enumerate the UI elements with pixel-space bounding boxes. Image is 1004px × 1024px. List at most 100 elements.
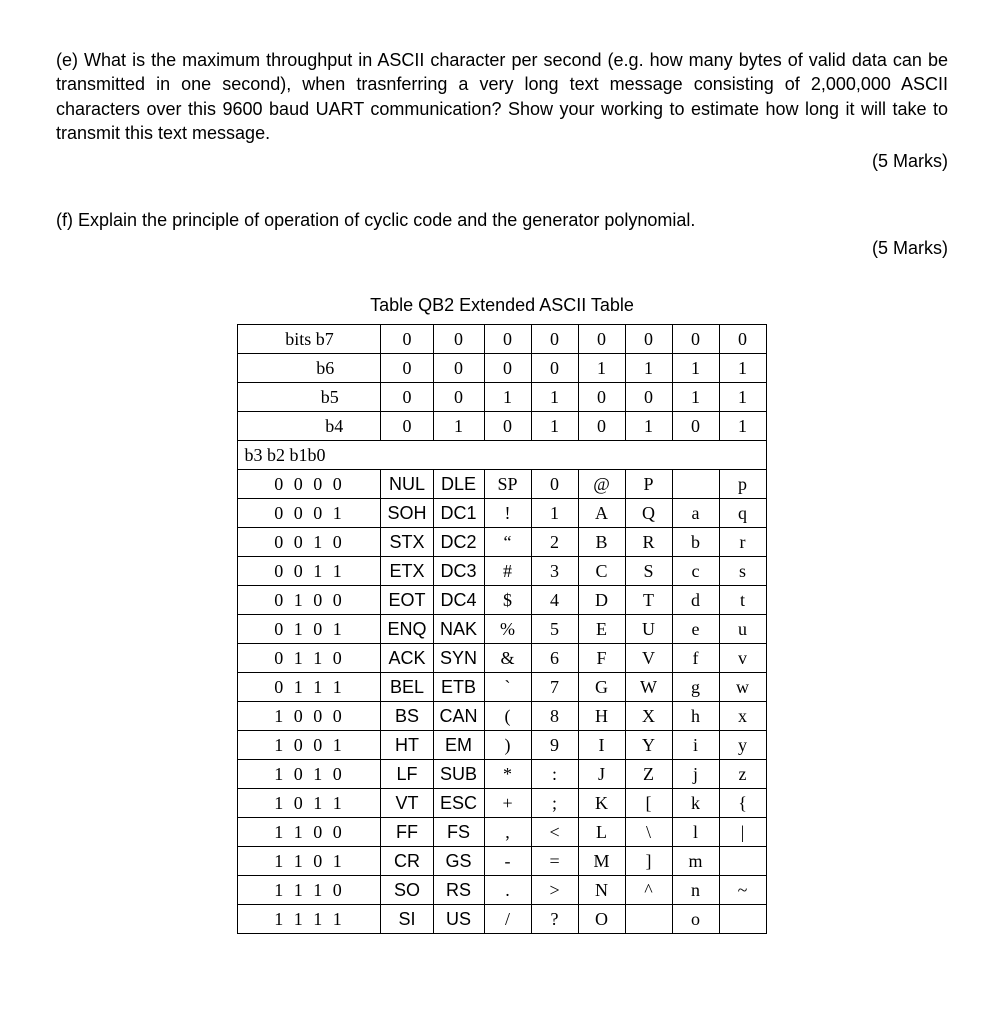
data-cell: + <box>484 789 531 818</box>
bits-cell: 0 0 1 0 <box>238 528 381 557</box>
table-row: 1 0 0 1HTEM)9IYiy <box>238 731 766 760</box>
data-cell: H <box>578 702 625 731</box>
bits-cell: 1 1 1 0 <box>238 876 381 905</box>
data-cell: j <box>672 760 719 789</box>
data-cell: VT <box>381 789 433 818</box>
data-cell: 3 <box>531 557 578 586</box>
data-cell: ; <box>531 789 578 818</box>
data-cell: T <box>625 586 672 615</box>
data-cell: k <box>672 789 719 818</box>
header-cell: 0 <box>381 412 433 441</box>
header-cell: 1 <box>719 412 766 441</box>
data-cell <box>672 470 719 499</box>
data-cell: 5 <box>531 615 578 644</box>
bits-cell: 1 1 0 0 <box>238 818 381 847</box>
data-cell: EM <box>433 731 484 760</box>
data-cell: u <box>719 615 766 644</box>
data-cell: 7 <box>531 673 578 702</box>
header-cell: 0 <box>531 354 578 383</box>
data-cell: N <box>578 876 625 905</box>
header-cell: 1 <box>719 354 766 383</box>
table-header-row: b600001111 <box>238 354 766 383</box>
data-cell: \ <box>625 818 672 847</box>
data-cell: ~ <box>719 876 766 905</box>
data-cell: 0 <box>531 470 578 499</box>
table-header-row: b500110011 <box>238 383 766 412</box>
header-cell: 0 <box>381 325 433 354</box>
data-cell: DC3 <box>433 557 484 586</box>
table-row: 0 0 1 1ETXDC3#3CScs <box>238 557 766 586</box>
header-cell: 0 <box>433 383 484 412</box>
data-cell: R <box>625 528 672 557</box>
data-cell: STX <box>381 528 433 557</box>
header-cell: 0 <box>719 325 766 354</box>
data-cell: B <box>578 528 625 557</box>
data-cell: [ <box>625 789 672 818</box>
data-cell <box>625 905 672 934</box>
data-cell: Y <box>625 731 672 760</box>
bits-cell: 0 0 0 1 <box>238 499 381 528</box>
header-cell: 0 <box>672 325 719 354</box>
data-cell: SOH <box>381 499 433 528</box>
header-cell: 0 <box>433 325 484 354</box>
bits-cell: 1 0 1 1 <box>238 789 381 818</box>
question-e: (e) What is the maximum throughput in AS… <box>56 48 948 172</box>
table-row: 0 1 1 1BELETB`7GWgw <box>238 673 766 702</box>
data-cell: i <box>672 731 719 760</box>
data-cell: , <box>484 818 531 847</box>
data-cell: ENQ <box>381 615 433 644</box>
table-row: 1 1 1 0SORS.>N^n~ <box>238 876 766 905</box>
data-cell: o <box>672 905 719 934</box>
data-cell: ` <box>484 673 531 702</box>
data-cell: E <box>578 615 625 644</box>
data-cell: # <box>484 557 531 586</box>
data-cell: EOT <box>381 586 433 615</box>
header-cell: 1 <box>625 354 672 383</box>
data-cell: z <box>719 760 766 789</box>
header-cell: 0 <box>381 383 433 412</box>
data-cell: s <box>719 557 766 586</box>
question-e-body: What is the maximum throughput in ASCII … <box>56 50 948 143</box>
data-cell: ] <box>625 847 672 876</box>
table-row: 0 1 0 0EOTDC4$4DTdt <box>238 586 766 615</box>
data-cell: U <box>625 615 672 644</box>
bits-cell: 1 0 1 0 <box>238 760 381 789</box>
data-cell: h <box>672 702 719 731</box>
header-cell: 1 <box>625 412 672 441</box>
data-cell: $ <box>484 586 531 615</box>
data-cell: { <box>719 789 766 818</box>
data-cell: RS <box>433 876 484 905</box>
table-row: 1 0 0 0BSCAN(8HXhx <box>238 702 766 731</box>
header-cell: 0 <box>433 354 484 383</box>
header-bit-label: b6 <box>238 354 381 383</box>
header-bit-label: bits b7 <box>238 325 381 354</box>
data-cell: & <box>484 644 531 673</box>
data-cell: ) <box>484 731 531 760</box>
data-cell: I <box>578 731 625 760</box>
data-cell: ! <box>484 499 531 528</box>
data-cell: SI <box>381 905 433 934</box>
header-cell: 0 <box>625 383 672 412</box>
data-cell: 9 <box>531 731 578 760</box>
data-cell: FF <box>381 818 433 847</box>
bits-subhead-row: b3 b2 b1b0 <box>238 441 766 470</box>
data-cell: HT <box>381 731 433 760</box>
data-cell: ( <box>484 702 531 731</box>
data-cell: q <box>719 499 766 528</box>
question-f-marks: (5 Marks) <box>56 238 948 259</box>
header-cell: 0 <box>672 412 719 441</box>
table-row: 1 0 1 1VTESC+;K[k{ <box>238 789 766 818</box>
header-cell: 0 <box>578 383 625 412</box>
header-cell: 1 <box>531 412 578 441</box>
data-cell: DC4 <box>433 586 484 615</box>
header-cell: 0 <box>531 325 578 354</box>
table-row: 1 0 1 0LFSUB*:JZjz <box>238 760 766 789</box>
data-cell: n <box>672 876 719 905</box>
data-cell: DLE <box>433 470 484 499</box>
bits-cell: 0 0 0 0 <box>238 470 381 499</box>
data-cell: e <box>672 615 719 644</box>
data-cell: C <box>578 557 625 586</box>
data-cell: O <box>578 905 625 934</box>
data-cell: l <box>672 818 719 847</box>
header-cell: 0 <box>484 354 531 383</box>
